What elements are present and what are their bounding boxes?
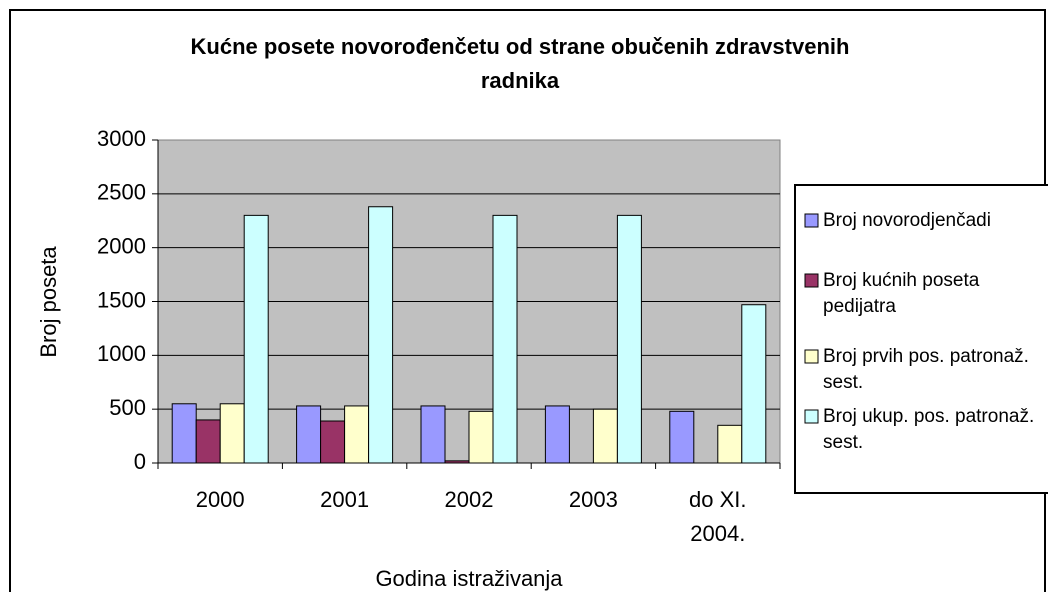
bar [544, 405, 570, 464]
bar [492, 214, 518, 464]
bar [171, 403, 197, 464]
y-tick-label: 3000 [97, 126, 146, 151]
x-tick-label-box: 2000 [195, 487, 245, 512]
legend [794, 184, 1048, 494]
x-tick-label: do XI. 2004. [689, 487, 747, 546]
bar [468, 410, 494, 464]
bar [195, 419, 221, 464]
legend-swatch [804, 409, 819, 424]
bar [296, 405, 322, 464]
legend-entry-box: Broj ukup. pos. patronaž. sest. [823, 406, 1035, 453]
x-tick-label: 2002 [444, 487, 494, 512]
legend-label: Broj kućnih poseta pedijatra [823, 270, 980, 317]
bar [243, 214, 269, 464]
bar [444, 460, 470, 464]
legend-label: Broj ukup. pos. patronaž. sest. [823, 406, 1035, 453]
title-box: Kućne posete novorođenčetu od strane obu… [190, 34, 850, 93]
y-tick-label: 2000 [97, 233, 146, 258]
legend-swatch [804, 273, 819, 288]
x-tick-label: 2000 [195, 487, 245, 512]
chart-title: Kućne posete novorođenčetu od strane obu… [190, 34, 850, 93]
legend-swatch [804, 349, 819, 364]
x-tick-label-box: 2003 [568, 487, 618, 512]
bar [320, 420, 346, 464]
legend-entry-box: Broj kućnih poseta pedijatra [823, 270, 980, 317]
y-tick-label: 0 [134, 449, 146, 474]
bar [344, 405, 370, 464]
y-tick-label: 500 [109, 395, 146, 420]
legend-entry-box: Broj prvih pos. patronaž. sest. [823, 346, 1029, 393]
y-tick-label: 2500 [97, 180, 146, 205]
x-tick-label-box: do XI. 2004. [689, 487, 747, 546]
x-axis-label: Godina istraživanja [375, 566, 563, 591]
bar [616, 214, 642, 464]
bar [368, 206, 394, 464]
bar [717, 424, 743, 464]
legend-label: Broj prvih pos. patronaž. sest. [823, 346, 1029, 393]
y-tick-label: 1500 [97, 287, 146, 312]
bar [669, 410, 695, 464]
bar [592, 408, 618, 464]
x-tick-label-box: 2001 [320, 487, 370, 512]
bar [741, 304, 767, 464]
x-tick-label: 2003 [568, 487, 618, 512]
x-tick-label-box: 2002 [444, 487, 494, 512]
x-tick-label: 2001 [320, 487, 370, 512]
legend-entry-box: Broj novorodjenčadi [823, 210, 991, 231]
legend-label: Broj novorodjenčadi [823, 210, 991, 231]
y-tick-label: 1000 [97, 341, 146, 366]
bar [219, 403, 245, 464]
y-axis-label: Broj poseta [36, 246, 61, 358]
legend-swatch [804, 213, 819, 228]
bar [420, 405, 446, 464]
